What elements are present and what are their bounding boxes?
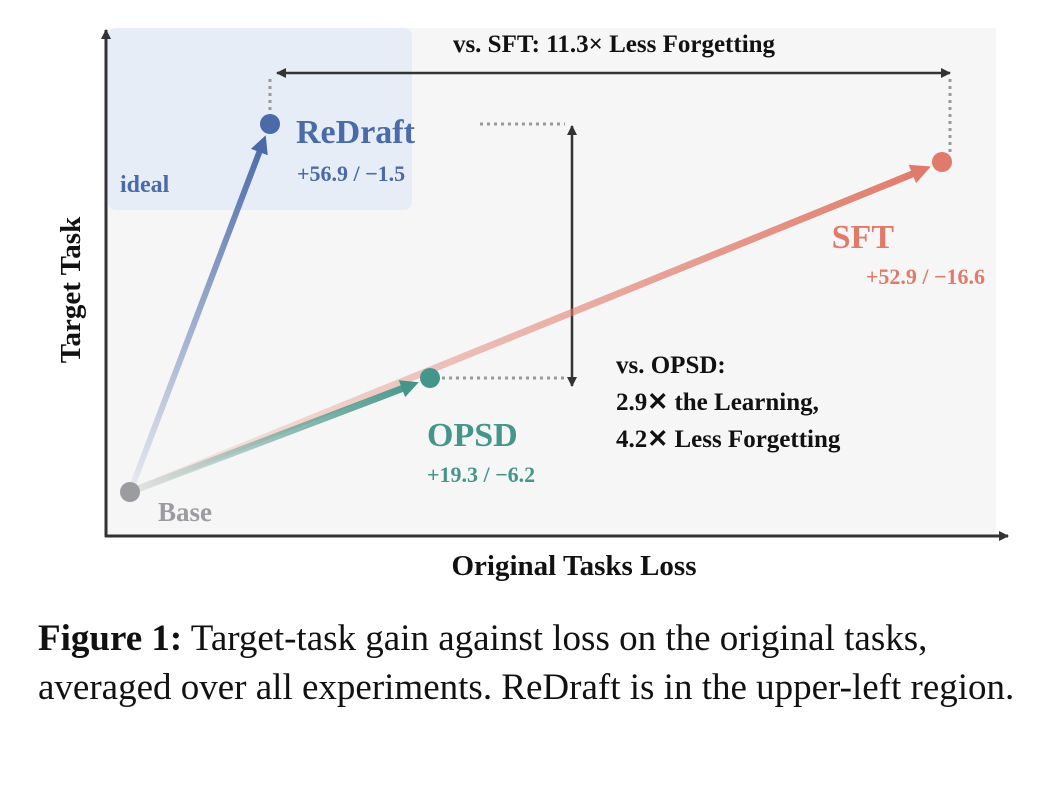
base-label: Base xyxy=(158,497,212,527)
sft-value-label: +52.9 / −16.6 xyxy=(866,264,985,289)
redraft-arrow-head xyxy=(250,135,268,156)
sft-point xyxy=(932,152,952,172)
redraft-point xyxy=(260,114,280,134)
y-axis-label: Target Task xyxy=(55,216,87,363)
redraft-arrow-shaft xyxy=(127,149,263,495)
opsd-label: OPSD xyxy=(427,417,518,454)
caption-text: Target-task gain against loss on the ori… xyxy=(38,618,1015,708)
figure-caption: Figure 1: Target-task gain against loss … xyxy=(38,614,1028,712)
base-point xyxy=(120,482,140,502)
sft-comparison-label: vs. SFT: 11.3× Less Forgetting xyxy=(453,31,776,58)
x-axis-label: Original Tasks Loss xyxy=(452,550,697,582)
opsd-point xyxy=(420,368,440,388)
opsd-arrow-head xyxy=(398,380,419,398)
opsd-comparison-title: vs. OPSD: xyxy=(616,352,726,379)
opsd-arrow-shaft xyxy=(126,385,406,496)
caption-label: Figure 1: xyxy=(38,618,183,659)
ideal-label: ideal xyxy=(120,172,170,198)
chart: ideal Original Tasks Loss Target Task vs… xyxy=(55,28,1009,582)
opsd-comparison-line1: 2.9✕ the Learning, xyxy=(616,389,819,416)
sft-label: SFT xyxy=(832,219,895,256)
sft-arrow-head xyxy=(908,164,931,184)
redraft-value-label: +56.9 / −1.5 xyxy=(297,161,405,186)
opsd-value-label: +19.3 / −6.2 xyxy=(427,462,535,487)
redraft-label: ReDraft xyxy=(296,114,416,151)
opsd-comparison-line2: 4.2✕ Less Forgetting xyxy=(616,426,841,453)
